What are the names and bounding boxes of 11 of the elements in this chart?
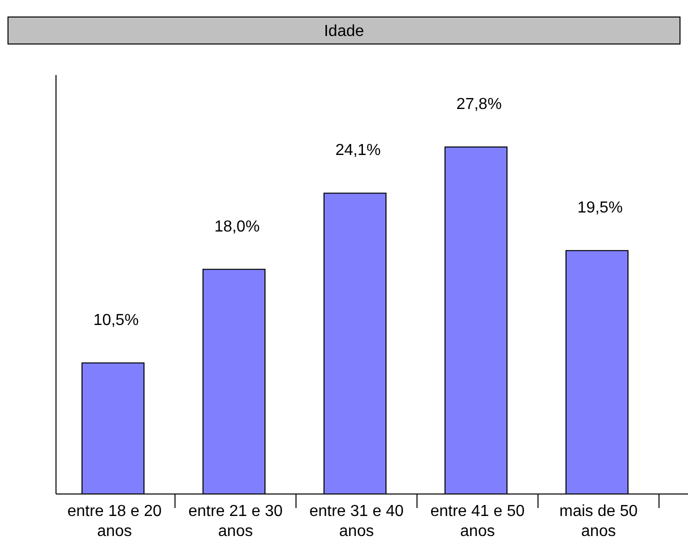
data-label: 10,5% [93,312,139,329]
chart-title: Idade [324,23,364,40]
data-label: 27,8% [456,96,502,113]
data-label: 19,5% [577,200,623,217]
data-label: 24,1% [335,142,381,160]
x-tick-label: entre 41 e 50 anos [430,503,525,540]
x-tick-label: entre 21 e 30 anos [188,503,283,540]
x-tick-label: mais de 50 anos [559,503,638,540]
data-label: 18,0% [214,218,260,236]
x-tick-label: entre 18 e 20 anos [67,503,162,540]
x-tick-label: entre 31 e 40 anos [309,503,404,540]
